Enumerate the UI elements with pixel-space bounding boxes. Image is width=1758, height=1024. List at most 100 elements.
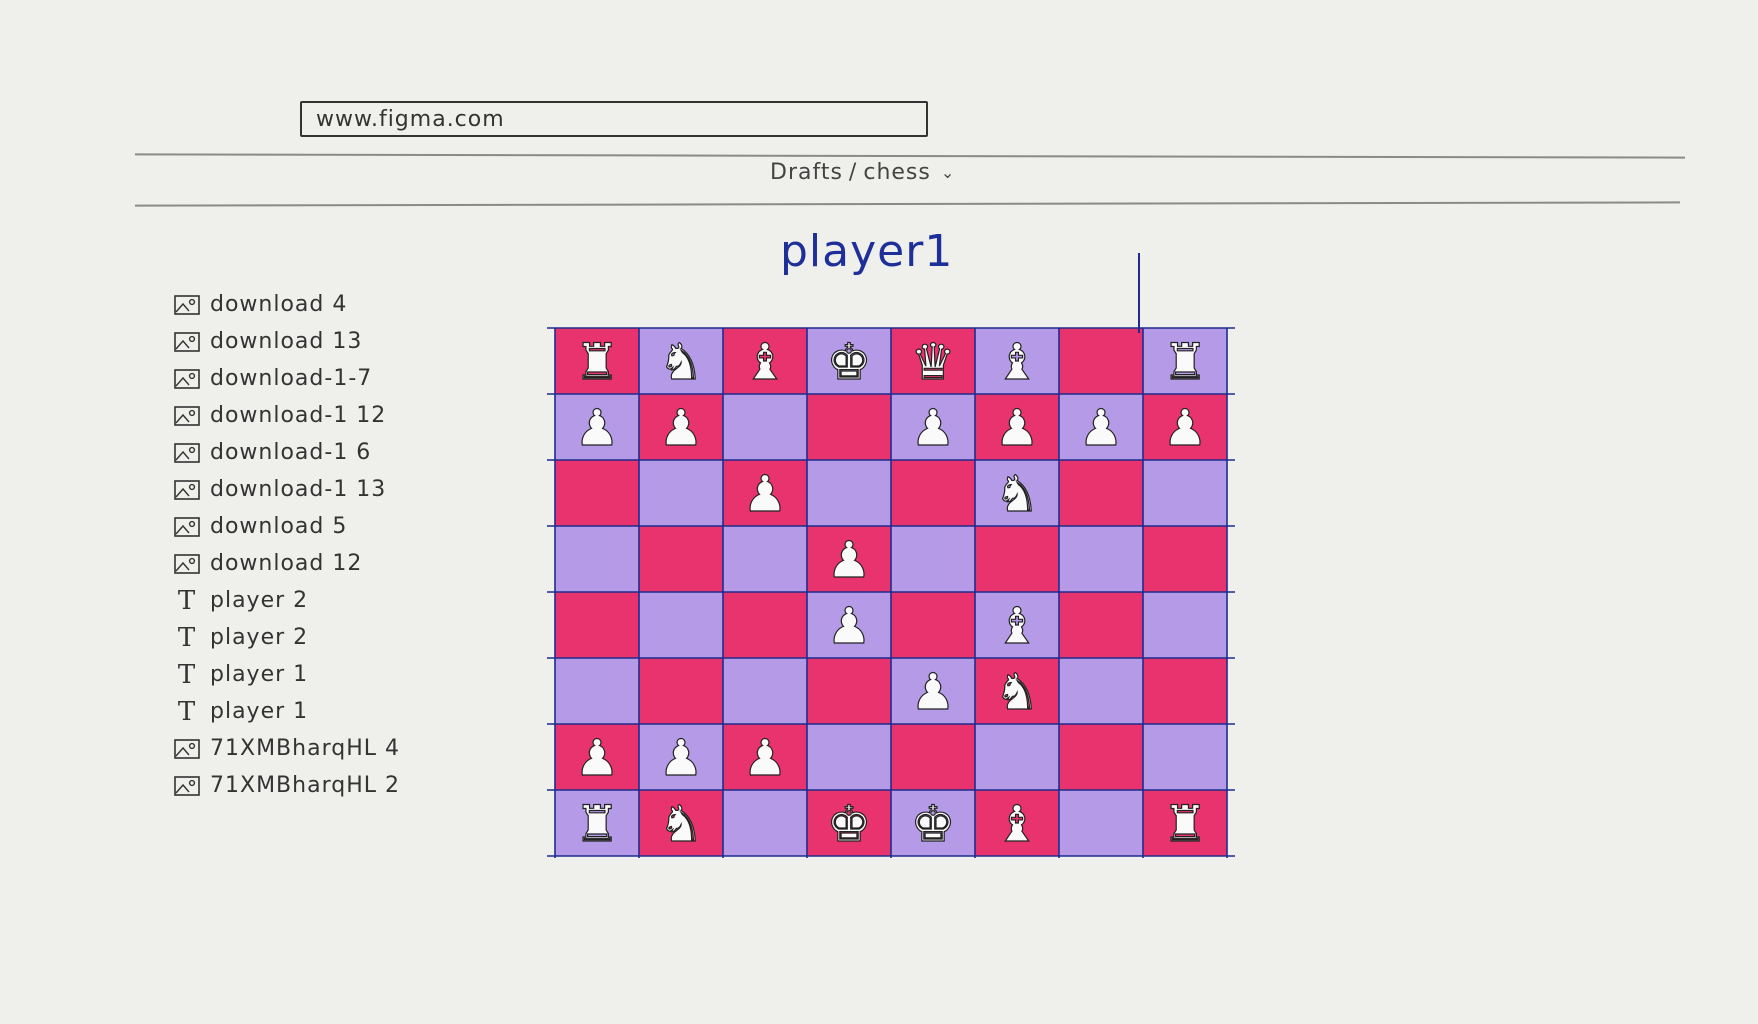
url-bar[interactable]: www.figma.com bbox=[300, 101, 928, 137]
board-square[interactable] bbox=[807, 394, 891, 460]
board-square[interactable] bbox=[1059, 658, 1143, 724]
board-square[interactable] bbox=[555, 592, 639, 658]
board-square[interactable] bbox=[1143, 328, 1227, 394]
board-square[interactable] bbox=[1143, 658, 1227, 724]
rook-piece-icon[interactable]: ♜ bbox=[1162, 332, 1208, 391]
pawn-piece-icon[interactable]: ♟ bbox=[910, 398, 956, 457]
rook-piece-icon[interactable]: ♜ bbox=[574, 794, 620, 853]
board-square[interactable] bbox=[723, 460, 807, 526]
king-piece-icon[interactable]: ♚ bbox=[826, 794, 872, 853]
board-square[interactable] bbox=[807, 526, 891, 592]
bishop-piece-icon[interactable]: ♝ bbox=[742, 332, 788, 391]
pawn-piece-icon[interactable]: ♟ bbox=[574, 398, 620, 457]
board-square[interactable] bbox=[891, 724, 975, 790]
board-square[interactable] bbox=[1059, 592, 1143, 658]
board-square[interactable] bbox=[975, 328, 1059, 394]
board-square[interactable] bbox=[723, 658, 807, 724]
pawn-piece-icon[interactable]: ♟ bbox=[994, 398, 1040, 457]
board-square[interactable] bbox=[555, 724, 639, 790]
board-square[interactable] bbox=[1059, 724, 1143, 790]
board-square[interactable] bbox=[1059, 460, 1143, 526]
layer-item[interactable]: 71XMBharqHL 4 bbox=[172, 730, 492, 767]
pawn-piece-icon[interactable]: ♟ bbox=[742, 464, 788, 523]
board-square[interactable] bbox=[1059, 328, 1143, 394]
board-square[interactable] bbox=[555, 790, 639, 856]
board-square[interactable] bbox=[639, 592, 723, 658]
board-square[interactable] bbox=[1143, 526, 1227, 592]
board-square[interactable] bbox=[891, 592, 975, 658]
board-square[interactable] bbox=[555, 394, 639, 460]
board-square[interactable] bbox=[807, 790, 891, 856]
rook-piece-icon[interactable]: ♜ bbox=[1162, 794, 1208, 853]
board-square[interactable] bbox=[723, 526, 807, 592]
board-square[interactable] bbox=[639, 328, 723, 394]
board-square[interactable] bbox=[807, 724, 891, 790]
breadcrumb-drafts[interactable]: Drafts bbox=[770, 160, 843, 185]
pawn-piece-icon[interactable]: ♟ bbox=[742, 728, 788, 787]
layer-item[interactable]: download-1 6 bbox=[172, 434, 492, 471]
board-square[interactable] bbox=[807, 460, 891, 526]
bishop-piece-icon[interactable]: ♝ bbox=[994, 332, 1040, 391]
pawn-piece-icon[interactable]: ♟ bbox=[1162, 398, 1208, 457]
board-square[interactable] bbox=[723, 724, 807, 790]
board-square[interactable] bbox=[1143, 460, 1227, 526]
board-square[interactable] bbox=[639, 460, 723, 526]
layer-item[interactable]: download 12 bbox=[172, 545, 492, 582]
board-square[interactable] bbox=[1143, 790, 1227, 856]
pawn-piece-icon[interactable]: ♟ bbox=[574, 728, 620, 787]
board-square[interactable] bbox=[975, 724, 1059, 790]
pawn-piece-icon[interactable]: ♟ bbox=[1078, 398, 1124, 457]
pawn-piece-icon[interactable]: ♟ bbox=[826, 530, 872, 589]
board-square[interactable] bbox=[975, 790, 1059, 856]
knight-piece-icon[interactable]: ♞ bbox=[994, 464, 1040, 523]
board-square[interactable] bbox=[639, 658, 723, 724]
board-square[interactable] bbox=[891, 460, 975, 526]
pawn-piece-icon[interactable]: ♟ bbox=[658, 398, 704, 457]
queen-piece-icon[interactable]: ♛ bbox=[910, 332, 956, 391]
board-square[interactable] bbox=[975, 658, 1059, 724]
bishop-piece-icon[interactable]: ♝ bbox=[994, 596, 1040, 655]
pawn-piece-icon[interactable]: ♟ bbox=[658, 728, 704, 787]
board-square[interactable] bbox=[723, 790, 807, 856]
board-square[interactable] bbox=[1143, 394, 1227, 460]
board-square[interactable] bbox=[807, 592, 891, 658]
pawn-piece-icon[interactable]: ♟ bbox=[910, 662, 956, 721]
rook-piece-icon[interactable]: ♜ bbox=[574, 332, 620, 391]
board-square[interactable] bbox=[891, 328, 975, 394]
board-square[interactable] bbox=[555, 526, 639, 592]
pawn-piece-icon[interactable]: ♟ bbox=[826, 596, 872, 655]
board-square[interactable] bbox=[975, 394, 1059, 460]
board-square[interactable] bbox=[1143, 724, 1227, 790]
layer-item[interactable]: download-1 12 bbox=[172, 397, 492, 434]
knight-piece-icon[interactable]: ♞ bbox=[658, 332, 704, 391]
board-square[interactable] bbox=[555, 328, 639, 394]
board-square[interactable] bbox=[639, 790, 723, 856]
board-square[interactable] bbox=[639, 526, 723, 592]
board-square[interactable] bbox=[555, 658, 639, 724]
board-square[interactable] bbox=[723, 328, 807, 394]
board-square[interactable] bbox=[807, 658, 891, 724]
layer-item[interactable]: download 4 bbox=[172, 286, 492, 323]
board-square[interactable] bbox=[639, 394, 723, 460]
board-square[interactable] bbox=[1059, 526, 1143, 592]
layer-item[interactable]: download 13 bbox=[172, 323, 492, 360]
board-square[interactable] bbox=[975, 526, 1059, 592]
board-square[interactable] bbox=[1143, 592, 1227, 658]
board-square[interactable] bbox=[975, 592, 1059, 658]
layer-item[interactable]: download-1 13 bbox=[172, 471, 492, 508]
layer-item[interactable]: download 5 bbox=[172, 508, 492, 545]
board-square[interactable] bbox=[891, 790, 975, 856]
board-square[interactable] bbox=[975, 460, 1059, 526]
layer-item[interactable]: 71XMBharqHL 2 bbox=[172, 767, 492, 804]
board-square[interactable] bbox=[891, 394, 975, 460]
board-square[interactable] bbox=[723, 592, 807, 658]
board-square[interactable] bbox=[1059, 394, 1143, 460]
board-square[interactable] bbox=[891, 658, 975, 724]
knight-piece-icon[interactable]: ♞ bbox=[658, 794, 704, 853]
breadcrumb[interactable]: Drafts / chess ⌄ bbox=[770, 160, 955, 185]
board-square[interactable] bbox=[891, 526, 975, 592]
layer-item[interactable]: download-1-7 bbox=[172, 360, 492, 397]
